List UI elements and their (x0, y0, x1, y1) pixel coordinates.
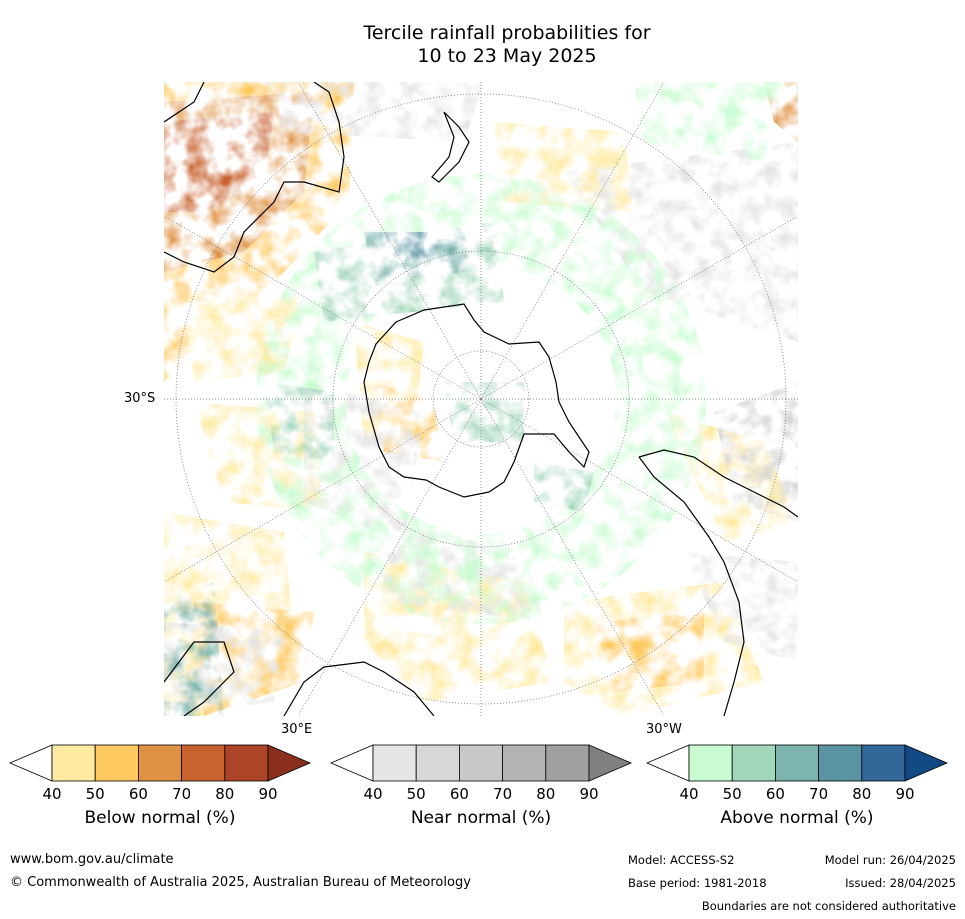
colorbar-below-tick: 80 (215, 785, 235, 803)
lon-label-30e: 30°E (281, 722, 313, 737)
colorbar-label-near: Near normal (%) (410, 808, 552, 828)
colorbar-below-bin-3 (137, 744, 182, 782)
colorbar-near-extend-low (330, 744, 374, 782)
lon-label-30w: 30°W (646, 722, 682, 737)
colorbar-near-bin-4 (502, 744, 547, 782)
colorbar-below-tick: 40 (42, 785, 62, 803)
colorbar-below-extend-low (9, 744, 53, 782)
colorbar-above-bin-5 (861, 744, 906, 782)
colorbar-above-bin-2 (731, 744, 776, 782)
lat-label-30s: 30°S (124, 391, 156, 406)
colorbar-below-tick: 50 (85, 785, 105, 803)
colorbar-near-normal (330, 744, 632, 782)
new-zealand-coast (431, 111, 470, 183)
base-period-text: Base period: 1981-2018 (628, 876, 767, 890)
colorbar-label-above: Above normal (%) (720, 808, 874, 828)
colorbar-near-tick: 80 (536, 785, 556, 803)
colorbar-below-tick: 90 (258, 785, 278, 803)
colorbar-above-normal (646, 744, 948, 782)
australia-coast (164, 82, 345, 273)
colorbar-above-bin-1 (688, 744, 733, 782)
colorbar-above-tick: 40 (679, 785, 699, 803)
colorbar-near-bin-2 (415, 744, 460, 782)
colorbar-label-below: Below normal (%) (84, 808, 236, 828)
colorbar-near-bin-1 (372, 744, 417, 782)
colorbar-below-bin-1 (51, 744, 96, 782)
colorbar-below-tick: 60 (128, 785, 148, 803)
colorbar-above-tick: 80 (852, 785, 872, 803)
colorbar-below-bin-2 (94, 744, 139, 782)
colorbar-above-tick: 90 (895, 785, 915, 803)
copyright-text: © Commonwealth of Australia 2025, Austra… (10, 875, 471, 890)
model-run-text: Model run: 26/04/2025 (824, 853, 956, 867)
colorbar-near-tick: 40 (363, 785, 383, 803)
issued-text: Issued: 28/04/2025 (845, 876, 956, 890)
colorbar-below-bin-5 (224, 744, 269, 782)
colorbar-below-normal (9, 744, 311, 782)
colorbar-near-tick: 50 (406, 785, 426, 803)
antarctica-coast (363, 303, 590, 498)
coastlines (164, 82, 798, 716)
colorbar-above-tick: 70 (809, 785, 829, 803)
colorbar-below-extend-high (267, 744, 311, 782)
disclaimer-text: Boundaries are not considered authoritat… (701, 899, 956, 913)
colorbar-below-tick: 70 (172, 785, 192, 803)
graticule (164, 82, 798, 716)
polar-map (164, 82, 798, 716)
colorbar-near-extend-high (588, 744, 632, 782)
colorbar-near-bin-5 (545, 744, 590, 782)
website-link[interactable]: www.bom.gov.au/climate (10, 852, 174, 867)
colorbar-above-bin-4 (818, 744, 863, 782)
colorbar-near-tick: 70 (493, 785, 513, 803)
colorbar-near-tick: 60 (449, 785, 469, 803)
colorbar-above-tick: 60 (765, 785, 785, 803)
colorbar-above-extend-high (904, 744, 948, 782)
model-text: Model: ACCESS-S2 (628, 853, 735, 867)
africa-coast (283, 661, 435, 716)
colorbar-above-tick: 50 (722, 785, 742, 803)
title-line-2: 10 to 23 May 2025 (417, 45, 597, 67)
colorbar-near-bin-3 (458, 744, 503, 782)
south-america-coast (638, 449, 798, 716)
colorbar-near-tick: 90 (579, 785, 599, 803)
colorbar-above-extend-low (646, 744, 690, 782)
colorbar-below-bin-4 (181, 744, 226, 782)
map-title: Tercile rainfall probabilities for 10 to… (164, 22, 850, 68)
title-line-1: Tercile rainfall probabilities for (363, 22, 651, 44)
colorbar-above-bin-3 (774, 744, 819, 782)
